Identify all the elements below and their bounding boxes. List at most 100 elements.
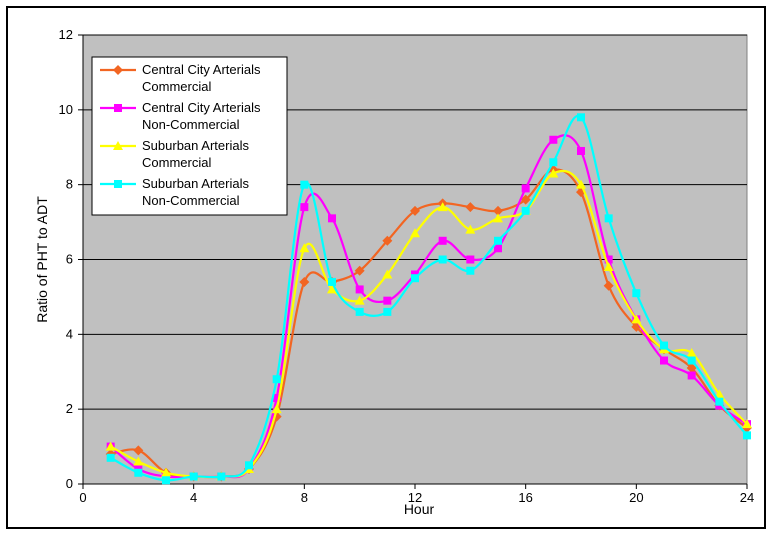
- legend-swatch-marker: [113, 65, 123, 75]
- data-point: [493, 213, 503, 223]
- data-point: [687, 356, 696, 365]
- data-point: [465, 224, 476, 234]
- legend-label: Suburban Arterials: [142, 138, 249, 153]
- legend-item: Suburban Arterials Commercial: [100, 138, 249, 170]
- data-point: [631, 314, 642, 324]
- legend: Central City ArterialsCommercialCentral …: [91, 56, 288, 216]
- data-point: [632, 289, 641, 298]
- y-tick-label: 6: [66, 252, 73, 267]
- legend-swatch-marker: [113, 141, 123, 150]
- y-tick-label: 8: [66, 177, 73, 192]
- data-point: [494, 244, 502, 253]
- data-point: [549, 135, 558, 144]
- data-point: [162, 476, 170, 485]
- data-point: [328, 214, 336, 223]
- data-point: [134, 468, 143, 477]
- data-point: [382, 235, 393, 246]
- series-4: [106, 113, 751, 485]
- y-tick-label: 0: [66, 476, 73, 491]
- legend-label: Non-Commercial: [142, 193, 240, 208]
- data-point: [603, 280, 614, 291]
- data-point: [437, 202, 448, 212]
- data-point: [355, 285, 364, 294]
- x-tick-label: 4: [190, 490, 197, 505]
- data-point: [660, 341, 668, 350]
- data-point: [327, 284, 337, 294]
- data-point: [577, 146, 585, 155]
- data-point: [604, 255, 613, 264]
- data-point: [660, 356, 668, 365]
- legend-label: Commercial: [142, 155, 211, 170]
- legend-label: Commercial: [142, 79, 211, 94]
- data-point: [299, 276, 310, 287]
- legend-label: Non-Commercial: [142, 117, 240, 132]
- data-point: [410, 205, 420, 216]
- data-point: [466, 266, 475, 275]
- data-point: [686, 363, 697, 374]
- data-point: [272, 375, 281, 384]
- data-point: [161, 467, 171, 477]
- data-point: [411, 274, 419, 283]
- data-point: [604, 214, 613, 223]
- y-tick-label: 10: [59, 102, 73, 117]
- data-point: [521, 206, 530, 215]
- data-point: [354, 295, 365, 305]
- data-point: [714, 389, 725, 399]
- data-point: [272, 393, 281, 402]
- data-point: [217, 472, 226, 481]
- x-tick-label: 16: [518, 490, 532, 505]
- data-point: [548, 168, 559, 178]
- data-point: [383, 296, 392, 305]
- data-point: [410, 228, 420, 238]
- y-tick-label: 12: [59, 27, 73, 42]
- y-tick-label: 4: [66, 326, 73, 341]
- axes: [78, 34, 748, 489]
- x-tick-label: 20: [629, 490, 643, 505]
- data-point: [383, 307, 392, 316]
- data-point: [133, 445, 144, 456]
- y-tick-label: 2: [66, 401, 73, 416]
- data-point: [549, 158, 558, 167]
- data-point: [576, 179, 586, 189]
- legend-item: Suburban Arterials Non-Commercial: [100, 176, 249, 208]
- data-point: [715, 397, 724, 406]
- data-point: [106, 453, 115, 462]
- legend-item: Central City Arterials Non-Commercial: [100, 100, 261, 132]
- data-point: [493, 205, 503, 216]
- data-point: [382, 269, 393, 279]
- y-axis-title: Ratio of PHT to ADT: [34, 196, 50, 323]
- data-point: [742, 419, 752, 429]
- legend-label: Central City Arterials: [142, 100, 261, 115]
- data-point: [438, 236, 447, 245]
- data-point: [743, 431, 751, 440]
- data-point: [438, 255, 447, 264]
- data-point: [686, 348, 697, 358]
- data-point: [300, 203, 309, 212]
- x-tick-label: 0: [79, 490, 86, 505]
- data-point: [300, 180, 309, 189]
- x-tick-label: 12: [408, 490, 422, 505]
- legend-swatch-marker: [114, 180, 122, 188]
- data-point: [299, 243, 310, 253]
- data-point: [245, 461, 253, 470]
- data-point: [521, 184, 530, 193]
- data-point: [465, 202, 476, 213]
- x-axis-title: Hour: [404, 501, 435, 517]
- legend-swatch-marker: [114, 104, 122, 112]
- data-point: [328, 277, 336, 286]
- data-point: [189, 472, 198, 481]
- data-point: [687, 371, 696, 380]
- data-point: [466, 255, 475, 264]
- series-layer: [105, 113, 752, 485]
- legend-label: Suburban Arterials: [142, 176, 249, 191]
- data-point: [354, 265, 365, 276]
- data-point: [105, 441, 116, 451]
- data-point: [133, 456, 144, 466]
- data-point: [494, 236, 502, 245]
- data-point: [577, 113, 585, 122]
- data-point: [271, 404, 282, 414]
- data-point: [355, 307, 364, 316]
- legend-item: Central City Arterials Commercial: [100, 62, 261, 94]
